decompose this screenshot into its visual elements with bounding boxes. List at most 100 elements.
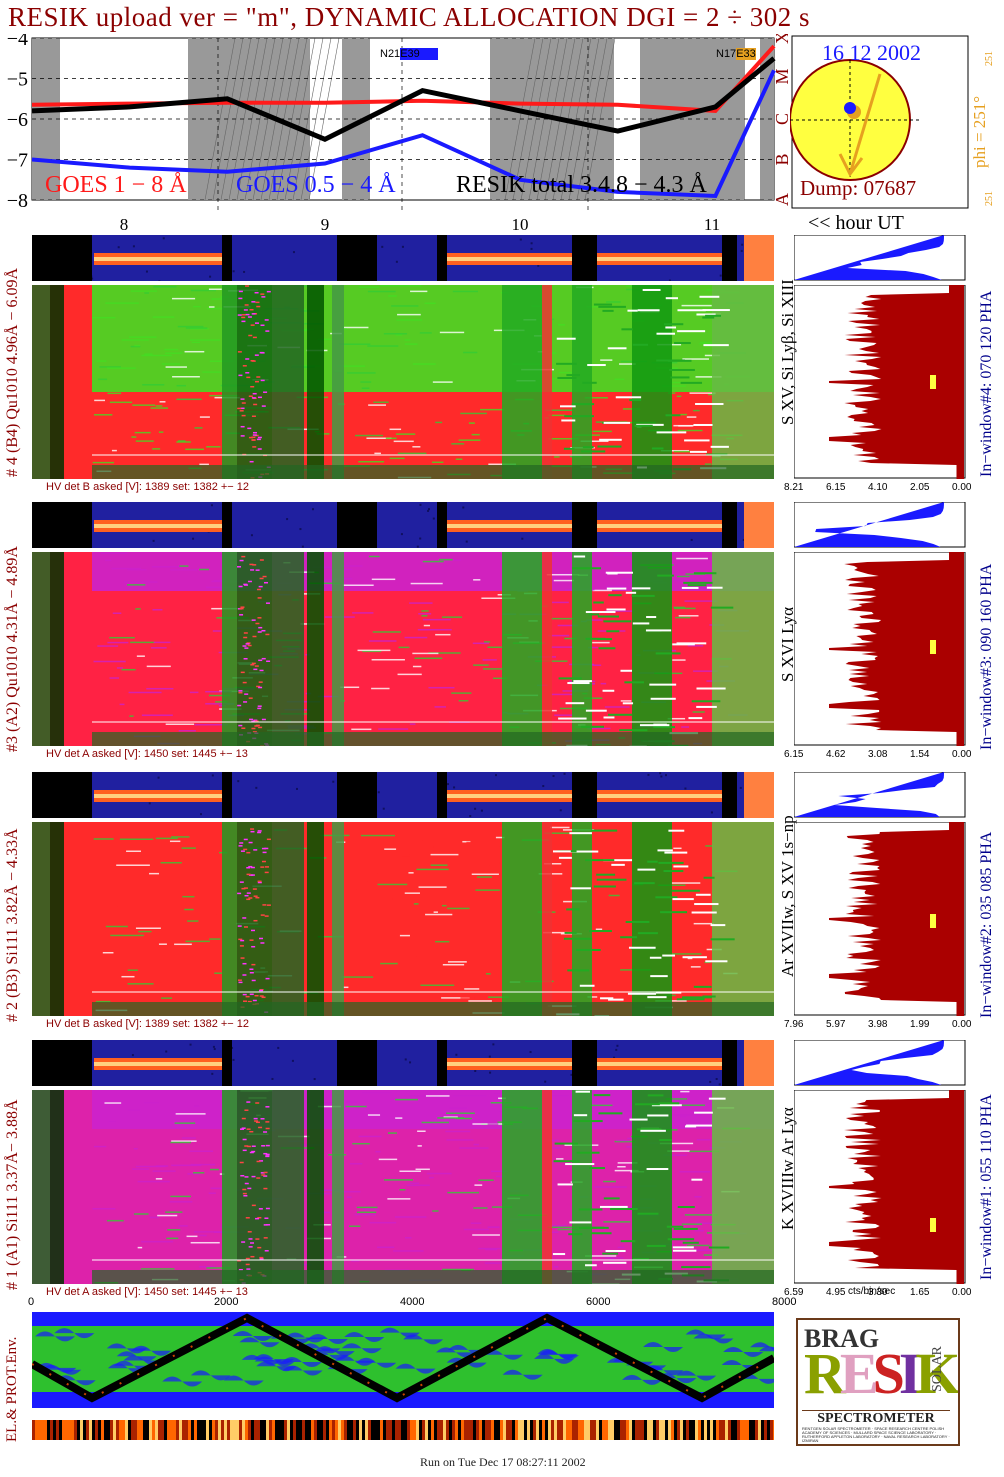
spectrogram-streak [615, 396, 642, 399]
spectrogram-streak [677, 309, 706, 312]
spectrogram-noise [682, 358, 709, 360]
window-marker [930, 914, 936, 928]
window-marker [930, 640, 936, 654]
env-label: EL.& PROT.Env. [4, 1336, 20, 1442]
spectrogram-noise [387, 822, 403, 825]
spectrogram-column [712, 822, 774, 1016]
spectrogram-noise [616, 1139, 630, 1142]
spectrogram-streak [242, 645, 247, 647]
spectrogram-noise [675, 616, 691, 619]
spectrogram-streak [242, 1192, 247, 1195]
spectrogram-noise [104, 1102, 122, 1104]
spectrogram-streak [251, 439, 256, 441]
spectrogram-noise [175, 1113, 206, 1115]
spectrogram-streak [637, 1212, 659, 1215]
strip-noise [212, 1045, 215, 1048]
spectrogram-streak [244, 1145, 249, 1147]
spectrogram-noise [587, 844, 617, 847]
spectrogram-noise [387, 1198, 411, 1200]
spectrogram-noise [340, 686, 360, 689]
spectrogram-noise [549, 352, 557, 354]
spectrogram-streak [246, 892, 251, 894]
spectrogram-noise [398, 646, 410, 649]
spectrogram-streak [261, 718, 266, 721]
spectrogram-noise [474, 1184, 483, 1186]
strip-noise [432, 517, 435, 520]
strip-cell [401, 1420, 404, 1440]
spectrogram-streak [265, 330, 270, 332]
spectrogram-noise [349, 1163, 363, 1165]
strip-cell [446, 1420, 449, 1440]
spectrogram-noise [433, 911, 438, 913]
spectrogram-noise [372, 631, 401, 633]
spectrogram-streak [639, 724, 670, 727]
spectrogram-noise [558, 371, 572, 374]
spectrogram-streak [264, 1217, 269, 1219]
spectrogram-noise [366, 437, 392, 440]
spectrogram-noise [129, 715, 134, 717]
strip-cell [311, 1420, 314, 1440]
spectrogram-noise [554, 714, 573, 716]
spectrogram-column [237, 552, 272, 746]
spectrogram-noise [371, 658, 405, 661]
spectrogram-noise [320, 1211, 330, 1214]
spectrogram-streak [646, 1168, 669, 1171]
spectrogram-noise [378, 1158, 398, 1161]
strip-flare [744, 1040, 774, 1086]
spectrogram-streak [238, 691, 243, 694]
spectrogram-streak [579, 1226, 609, 1229]
strip-noise [474, 1069, 477, 1072]
spectrogram-noise [206, 1267, 230, 1269]
strip-cell [347, 1420, 350, 1440]
spectrogram-noise [425, 1095, 450, 1097]
strip-cell [518, 1420, 521, 1440]
strip-cell [146, 1420, 149, 1440]
spectrogram-noise [460, 997, 475, 999]
spectrogram-streak [657, 849, 673, 852]
spectrogram-noise [485, 973, 491, 975]
spectrogram-streak [552, 850, 571, 853]
strip-cell [650, 1420, 653, 1440]
strip-cell [38, 1420, 41, 1440]
spectrogram-noise [415, 1168, 430, 1171]
env-blob [676, 1370, 717, 1381]
spectrogram-streak [553, 1160, 580, 1163]
spectrogram-streak [637, 309, 660, 312]
strip-cell [83, 1420, 86, 1440]
goes-ytick: −4 [7, 34, 28, 50]
spectrogram-noise [439, 331, 465, 334]
hv-readout: HV det A asked [V]: 1450 set: 1445 +− 13 [46, 748, 248, 760]
flare-class-letter: C [772, 113, 790, 125]
strip-gap [32, 502, 92, 548]
spectrogram-streak [634, 882, 655, 885]
spectrogram-noise [141, 1240, 174, 1243]
strip-cell [662, 1420, 665, 1440]
spectrogram-noise [667, 1150, 691, 1152]
env-blob [482, 1349, 523, 1360]
env-blob [685, 1329, 726, 1340]
profile-tick: 1.99 [910, 1019, 930, 1030]
profile-tick: 3.08 [868, 749, 888, 760]
spectrogram-streak [681, 1266, 711, 1269]
strip-noise [427, 509, 430, 512]
spectrogram-streak [573, 680, 592, 683]
strip-cell [476, 1420, 479, 1440]
spectrogram-streak [563, 447, 575, 450]
spectrogram-noise [165, 1211, 183, 1213]
spectrogram-streak [257, 830, 262, 832]
profile-tick: 6.15 [784, 749, 804, 760]
strip-cell [56, 1420, 59, 1440]
spectrogram-streak [246, 376, 251, 379]
spectrogram-noise [151, 566, 185, 568]
spectrogram-streak [665, 326, 677, 329]
hour-tick: 8 [120, 215, 129, 234]
spectrogram-noise [604, 706, 630, 708]
spectrogram-streak [242, 993, 247, 996]
spectrogram-streak [243, 309, 248, 311]
spectrogram-streak [261, 1145, 266, 1147]
spectrogram-noise [548, 634, 570, 637]
strip-cell [482, 1420, 485, 1440]
spectrogram-streak [246, 642, 251, 644]
spectrogram-streak [257, 707, 262, 710]
spectrogram-streak [691, 1178, 703, 1181]
